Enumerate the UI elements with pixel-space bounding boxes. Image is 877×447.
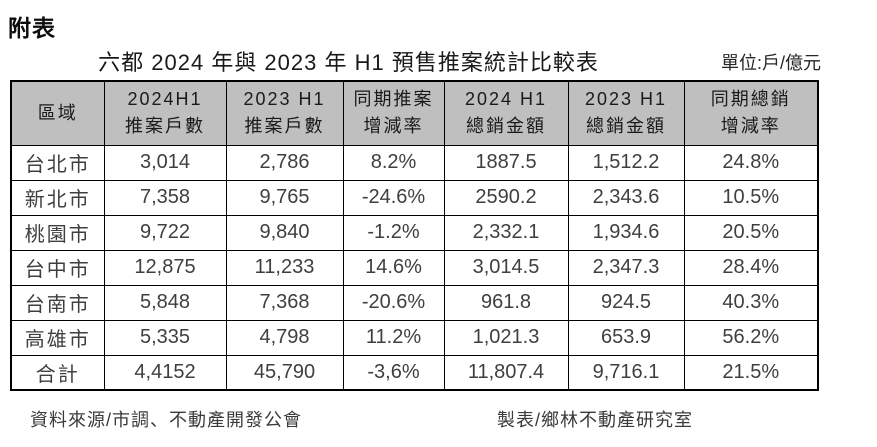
cell-value: 14.6% [342, 249, 445, 286]
header-text: 推案戶數 [125, 116, 205, 137]
cell-value: -3,6% [342, 354, 445, 391]
cell-region: 台中市 [10, 249, 105, 286]
cell-region: 合計 [10, 354, 105, 391]
stats-table: 區域 2024H1 推案戶數 2023 H1 推案戶數 同期推案 增減率 202… [10, 80, 819, 391]
cell-value: 56.2% [683, 319, 819, 356]
cell-value: 24.8% [683, 144, 819, 181]
cell-value: 11,233 [225, 249, 344, 286]
cell-value: 1,021.3 [443, 319, 569, 356]
table-row-total: 合計 4,4152 45,790 -3,6% 11,807.4 9,716.1 … [10, 354, 819, 391]
header-text: 區域 [37, 102, 78, 123]
cell-value: 11.2% [342, 319, 445, 356]
cell-value: -1.2% [342, 214, 445, 251]
cell-value: 924.5 [567, 284, 685, 321]
cell-value: 9,716.1 [567, 354, 685, 391]
cell-value: 9,765 [225, 179, 344, 216]
cell-value: 2,343.6 [567, 179, 685, 216]
header-text: 推案戶數 [244, 116, 325, 137]
header-text: 2024H1 [127, 89, 203, 110]
cell-value: 7,358 [103, 179, 227, 216]
header-text: 總銷金額 [466, 116, 546, 137]
table-row-taipei: 台北市 3,014 2,786 8.2% 1887.5 1,512.2 24.8… [10, 144, 819, 181]
header-text: 增減率 [720, 116, 781, 137]
cell-value: 40.3% [683, 284, 819, 321]
header-text: 同期總銷 [710, 89, 791, 110]
header-2024h1-sales: 2024 H1 總銷金額 [443, 80, 569, 146]
cell-value: 3,014 [103, 144, 227, 181]
cell-value: 10.5% [683, 179, 819, 216]
cell-value: 9,840 [225, 214, 344, 251]
header-text: 同期推案 [353, 89, 434, 110]
cell-value: 7,368 [225, 284, 344, 321]
header-sales-change: 同期總銷 增減率 [683, 80, 819, 146]
header-text: 總銷金額 [586, 116, 666, 137]
cell-value: -24.6% [342, 179, 445, 216]
header-row: 區域 2024H1 推案戶數 2023 H1 推案戶數 同期推案 增減率 202… [10, 80, 819, 146]
cell-value: 1,512.2 [567, 144, 685, 181]
table-row-taichung: 台中市 12,875 11,233 14.6% 3,014.5 2,347.3 … [10, 249, 819, 286]
table-row-taoyuan: 桃園市 9,722 9,840 -1.2% 2,332.1 1,934.6 20… [10, 214, 819, 251]
header-region: 區域 [10, 80, 105, 146]
cell-region: 台北市 [10, 144, 105, 181]
header-units-change: 同期推案 增減率 [342, 80, 445, 146]
cell-value: 2590.2 [443, 179, 569, 216]
header-2023h1-sales: 2023 H1 總銷金額 [567, 80, 685, 146]
footer: 資料來源/市調、不動產開發公會 製表/鄉林不動產研究室 [10, 406, 817, 430]
cell-value: 2,332.1 [443, 214, 569, 251]
cell-value: 2,347.3 [567, 249, 685, 286]
header-2024h1-units: 2024H1 推案戶數 [103, 80, 227, 146]
cell-value: 3,014.5 [443, 249, 569, 286]
cell-value: 5,335 [103, 319, 227, 356]
cell-value: 28.4% [683, 249, 819, 286]
cell-value: 9,722 [103, 214, 227, 251]
cell-region: 高雄市 [10, 319, 105, 356]
header-text: 2023 H1 [243, 89, 326, 110]
cell-value: 12,875 [103, 249, 227, 286]
table-row-tainan: 台南市 5,848 7,368 -20.6% 961.8 924.5 40.3% [10, 284, 819, 321]
cell-value: 20.5% [683, 214, 819, 251]
cell-value: 1887.5 [443, 144, 569, 181]
cell-value: 653.9 [567, 319, 685, 356]
cell-value: 11,807.4 [443, 354, 569, 391]
cell-region: 桃園市 [10, 214, 105, 251]
cell-value: 21.5% [683, 354, 819, 391]
header-text: 增減率 [363, 116, 424, 137]
cell-value: 5,848 [103, 284, 227, 321]
cell-value: 4,798 [225, 319, 344, 356]
cell-region: 新北市 [10, 179, 105, 216]
table-row-newtaipei: 新北市 7,358 9,765 -24.6% 2590.2 2,343.6 10… [10, 179, 819, 216]
cell-value: 961.8 [443, 284, 569, 321]
cell-value: 4,4152 [103, 354, 227, 391]
header-2023h1-units: 2023 H1 推案戶數 [225, 80, 344, 146]
cell-region: 台南市 [10, 284, 105, 321]
data-source-label: 資料來源/市調、不動產開發公會 [30, 410, 302, 430]
cell-value: 2,786 [225, 144, 344, 181]
cell-value: 8.2% [342, 144, 445, 181]
table-creator-label: 製表/鄉林不動產研究室 [497, 410, 693, 430]
table-row-kaohsiung: 高雄市 5,335 4,798 11.2% 1,021.3 653.9 56.2… [10, 319, 819, 356]
header-text: 2024 H1 [464, 89, 548, 110]
title-row: 六都 2024 年與 2023 年 H1 預售推案統計比較表 單位:戶/億元 [10, 45, 821, 75]
unit-label: 單位:戶/億元 [720, 53, 821, 73]
cell-value: -20.6% [342, 284, 445, 321]
cell-value: 45,790 [225, 354, 344, 391]
table-title: 六都 2024 年與 2023 年 H1 預售推案統計比較表 [98, 50, 599, 75]
cell-value: 1,934.6 [567, 214, 685, 251]
appendix-label: 附表 [8, 15, 56, 41]
header-text: 2023 H1 [584, 89, 668, 110]
